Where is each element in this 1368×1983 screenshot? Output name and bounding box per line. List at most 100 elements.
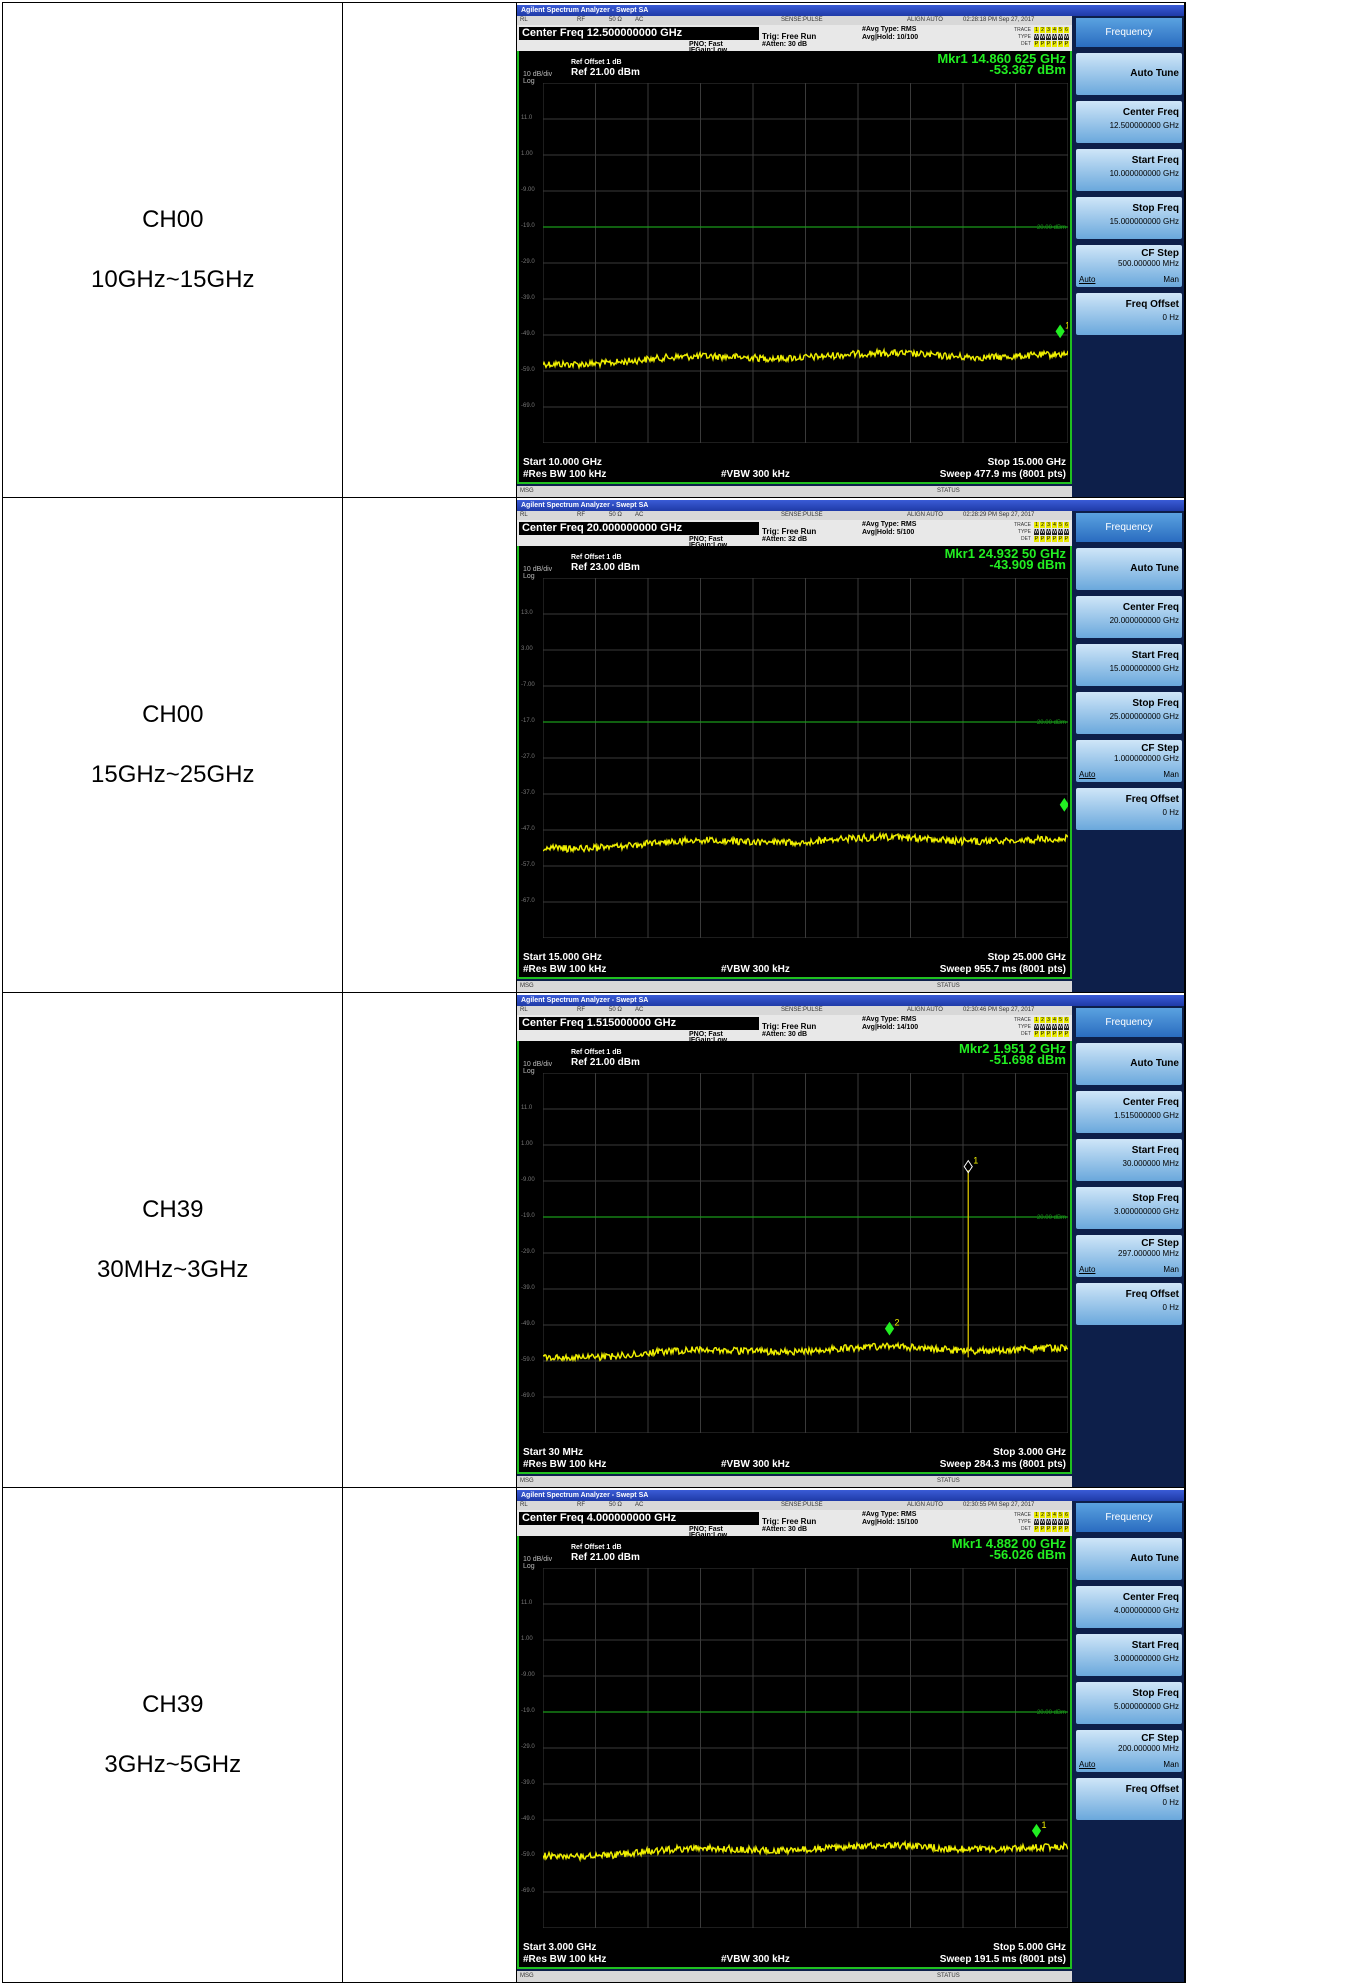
y-tick-label: -9.00 xyxy=(520,1671,535,1678)
auto-tune-button[interactable]: Auto Tune xyxy=(1075,1537,1182,1580)
trace-cell: W xyxy=(1057,33,1063,40)
center-freq-button[interactable]: Center Freq 1.515000000 GHz xyxy=(1075,1090,1182,1133)
stop-freq-button[interactable]: Stop Freq 25.000000000 GHz xyxy=(1075,691,1182,734)
center-freq-readout[interactable]: Center Freq 20.000000000 GHz xyxy=(518,521,759,535)
coupling-indicator: AC xyxy=(634,16,644,23)
trace-cell: W xyxy=(1063,1518,1069,1525)
y-tick-label: 1.00 xyxy=(520,1635,533,1642)
ifgain-setting: IFGain:Low xyxy=(689,47,727,55)
y-tick-label: -67.0 xyxy=(520,897,535,904)
empty-cell xyxy=(342,992,517,1488)
footer-line-2: #Res BW 100 kHz #VBW 300 kHz Sweep 191.5… xyxy=(523,1954,1066,1965)
frequency-softkey-panel: Frequency Auto Tune Center Freq 4.0000000… xyxy=(1073,1500,1184,1971)
cf-step-button[interactable]: CF Step 297.000000 MHz Auto Man xyxy=(1075,1234,1182,1277)
marker-diamond-icon[interactable] xyxy=(884,1321,895,1336)
scale-type: Log xyxy=(522,1562,535,1570)
cf-step-button[interactable]: CF Step 200.000000 MHz Auto Man xyxy=(1075,1729,1182,1772)
marker-diamond-icon[interactable] xyxy=(1031,1823,1042,1838)
trace-cell: 1 xyxy=(1033,26,1039,33)
stop-freq-value: 25.000000000 GHz xyxy=(1109,711,1179,721)
trace-cell: 4 xyxy=(1051,1511,1057,1518)
cf-step-button[interactable]: CF Step 500.000000 MHz Auto Man xyxy=(1075,244,1182,287)
cf-step-man[interactable]: Man xyxy=(1163,1264,1179,1274)
analyzer-title-bar: Agilent Spectrum Analyzer - Swept SA xyxy=(516,994,1184,1006)
freq-offset-button[interactable]: Freq Offset 0 Hz xyxy=(1075,787,1182,830)
footer-line-2: #Res BW 100 kHz #VBW 300 kHz Sweep 955.7… xyxy=(523,964,1066,975)
center-freq-button[interactable]: Center Freq 12.500000000 GHz xyxy=(1075,100,1182,143)
start-freq-value: 3.000000000 GHz xyxy=(1114,1653,1179,1663)
spectrum-analyzer-screen: Agilent Spectrum Analyzer - Swept SA RL … xyxy=(516,1489,1184,1982)
center-freq-label: Center Freq xyxy=(1122,601,1179,613)
auto-tune-button[interactable]: Auto Tune xyxy=(1075,1042,1182,1085)
start-freq-button[interactable]: Start Freq 3.000000000 GHz xyxy=(1075,1633,1182,1676)
det-label: DET xyxy=(1020,535,1031,542)
trace-cell: P xyxy=(1051,1525,1057,1532)
pno-setting: PNO: Fast xyxy=(688,1030,723,1038)
rf-indicator: RF xyxy=(576,16,585,23)
sense-indicator: SENSE:PULSE xyxy=(780,1501,823,1508)
start-freq-button[interactable]: Start Freq 10.000000000 GHz xyxy=(1075,148,1182,191)
start-freq-button[interactable]: Start Freq 30.000000 MHz xyxy=(1075,1138,1182,1181)
align-indicator: ALIGN AUTO xyxy=(906,1501,943,1508)
center-freq-button[interactable]: Center Freq 20.000000000 GHz xyxy=(1075,595,1182,638)
cf-step-auto[interactable]: Auto xyxy=(1078,1759,1096,1769)
trace-cell: 2 xyxy=(1039,1016,1045,1023)
pno-setting: PNO: Fast xyxy=(688,535,723,543)
rl-indicator: RL xyxy=(519,511,528,518)
cf-step-man[interactable]: Man xyxy=(1163,769,1179,779)
start-freq-button[interactable]: Start Freq 15.000000000 GHz xyxy=(1075,643,1182,686)
marker-diamond-icon[interactable] xyxy=(1055,323,1065,338)
trace-cell: W xyxy=(1057,1518,1063,1525)
center-freq-readout[interactable]: Center Freq 12.500000000 GHz xyxy=(518,26,759,40)
cf-step-auto[interactable]: Auto xyxy=(1078,274,1096,284)
center-freq-readout[interactable]: Center Freq 4.000000000 GHz xyxy=(518,1511,759,1525)
ifgain-setting: IFGain:Low xyxy=(689,1532,727,1540)
freq-offset-value: 0 Hz xyxy=(1162,1302,1179,1312)
message-bar: MSG STATUS xyxy=(516,980,1072,992)
freq-offset-button[interactable]: Freq Offset 0 Hz xyxy=(1075,1777,1182,1820)
cf-step-button[interactable]: CF Step 1.000000000 GHz Auto Man xyxy=(1075,739,1182,782)
trace-cell: W xyxy=(1057,528,1063,535)
stop-freq-button[interactable]: Stop Freq 15.000000000 GHz xyxy=(1075,196,1182,239)
impedance-indicator: 50 Ω xyxy=(608,1501,622,1508)
auto-tune-button[interactable]: Auto Tune xyxy=(1075,547,1182,590)
status-label: STATUS xyxy=(936,982,960,989)
sweep-time: Sweep 284.3 ms (8001 pts) xyxy=(939,1458,1066,1470)
channel-label-cell: CH00 15GHz~25GHz xyxy=(1,497,344,993)
freq-offset-button[interactable]: Freq Offset 0 Hz xyxy=(1075,1282,1182,1325)
spurious-emission-table: CH00 10GHz~15GHz Agilent Spectrum Analyz… xyxy=(1,2,1186,1983)
start-freq-value: 30.000000 MHz xyxy=(1122,1158,1179,1168)
start-freq-label: Start Freq xyxy=(1131,649,1179,661)
marker-diamond-icon[interactable] xyxy=(963,1159,973,1174)
cf-step-auto[interactable]: Auto xyxy=(1078,1264,1096,1274)
auto-tune-label: Auto Tune xyxy=(1130,1552,1179,1564)
center-freq-readout[interactable]: Center Freq 1.515000000 GHz xyxy=(518,1016,759,1030)
analyzer-status-line: RL RF 50 Ω AC SENSE:PULSE ALIGN AUTO 02:… xyxy=(516,510,1072,520)
spectrum-trace xyxy=(542,830,1068,853)
pno-setting: PNO: Fast xyxy=(688,40,723,48)
trace-cell: P xyxy=(1063,40,1069,47)
start-freq-label: Start Freq xyxy=(1131,154,1179,166)
resolution-bandwidth: #Res BW 100 kHz xyxy=(522,1953,607,1965)
center-freq-button[interactable]: Center Freq 4.000000000 GHz xyxy=(1075,1585,1182,1628)
freq-offset-value: 0 Hz xyxy=(1162,807,1179,817)
y-tick-label: -7.00 xyxy=(520,681,535,688)
marker-diamond-icon[interactable] xyxy=(1059,797,1068,812)
stop-freq-button[interactable]: Stop Freq 5.000000000 GHz xyxy=(1075,1681,1182,1724)
trace-cell: 4 xyxy=(1051,26,1057,33)
spectrum-trace xyxy=(542,346,1068,370)
spectrum-trace xyxy=(542,1340,1068,1362)
spectrum-analyzer-screen: Agilent Spectrum Analyzer - Swept SA RL … xyxy=(516,994,1184,1487)
cf-step-man[interactable]: Man xyxy=(1163,1759,1179,1769)
auto-tune-button[interactable]: Auto Tune xyxy=(1075,52,1182,95)
freq-offset-button[interactable]: Freq Offset 0 Hz xyxy=(1075,292,1182,335)
table-row: CH39 3GHz~5GHz Agilent Spectrum Analyzer… xyxy=(1,1487,1186,1983)
cf-step-man[interactable]: Man xyxy=(1163,274,1179,284)
cf-step-auto[interactable]: Auto xyxy=(1078,769,1096,779)
frequency-range: 30MHz~3GHz xyxy=(97,1256,249,1283)
analyzer-screenshot-cell: Agilent Spectrum Analyzer - Swept SA RL … xyxy=(515,497,1186,993)
stop-freq-button[interactable]: Stop Freq 3.000000000 GHz xyxy=(1075,1186,1182,1229)
